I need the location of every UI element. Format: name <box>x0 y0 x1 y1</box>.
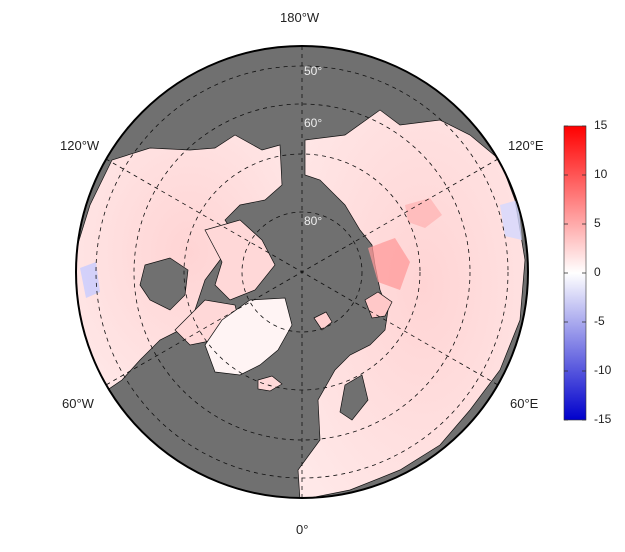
novaya-zemlya <box>364 291 393 319</box>
lat-circle-80 <box>241 211 363 333</box>
lat-circle-60 <box>133 103 471 441</box>
lon-label-lower-right: 60°E <box>510 396 539 411</box>
warm-anomaly-patch <box>368 238 410 290</box>
lon-label-upper-right: 120°E <box>508 138 544 153</box>
colorbar-tick-label: 5 <box>594 216 601 230</box>
colorbar-tick-label: -10 <box>594 363 612 377</box>
colorbar-tick-label: 15 <box>594 118 608 132</box>
warm-anomaly-patch-2 <box>405 198 442 228</box>
lon-label-top: 180°W <box>280 10 320 25</box>
svalbard <box>313 311 333 331</box>
map-border <box>75 45 529 499</box>
colorbar-tick-label: -5 <box>594 314 605 328</box>
colorbar-tick-label: 10 <box>594 167 608 181</box>
greenland <box>204 297 293 376</box>
colorbar-tick-label: -15 <box>594 412 612 426</box>
lat-label-60: 60° <box>304 116 322 130</box>
canadian-archipelago <box>204 219 276 301</box>
baltic-sea <box>339 374 369 421</box>
hudson-bay <box>139 257 189 311</box>
lon-label-upper-left: 120°W <box>60 138 100 153</box>
colorbar-tick-marks <box>564 125 586 421</box>
lon-label-bottom: 0° <box>296 522 309 537</box>
lon-label-lower-left: 60°W <box>62 396 94 411</box>
lat-label-50: 50° <box>304 64 322 78</box>
colorbar-tick-label: 0 <box>594 265 601 279</box>
meridian-120 <box>105 158 499 386</box>
cold-anomaly-patch-2 <box>500 200 522 240</box>
cold-anomaly-patch <box>80 262 100 298</box>
lat-label-80: 80° <box>304 214 322 228</box>
